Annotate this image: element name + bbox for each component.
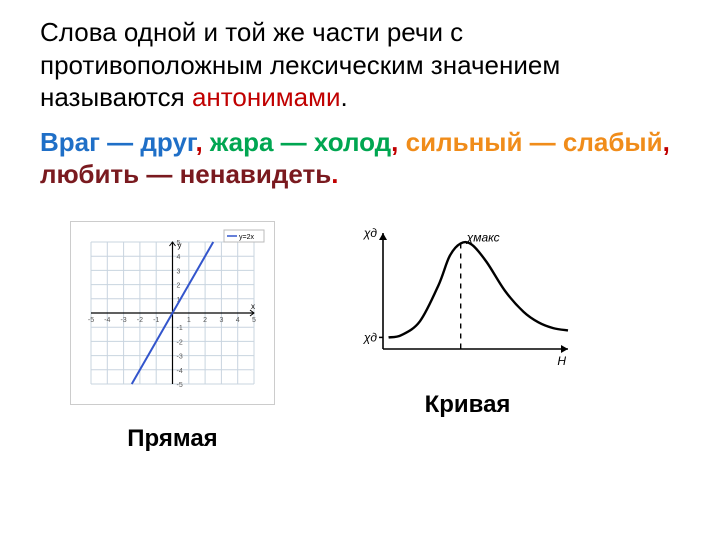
example-pair: жара — холод	[210, 127, 391, 157]
definition-term: антонимами	[192, 82, 341, 112]
chart-line-svg: -5-4-3-2-112345-5-4-3-2-112345xyy=2x	[75, 226, 270, 400]
svg-text:-2: -2	[137, 317, 143, 324]
example-pair: сильный — слабый	[406, 127, 663, 157]
svg-text:-4: -4	[104, 317, 110, 324]
charts-row: -5-4-3-2-112345-5-4-3-2-112345xyy=2x Пря…	[40, 221, 680, 453]
svg-text:y=2x: y=2x	[239, 234, 254, 241]
svg-text:χд: χд	[363, 330, 378, 344]
svg-text:-2: -2	[177, 339, 183, 346]
svg-text:-3: -3	[120, 317, 126, 324]
svg-text:-4: -4	[177, 367, 183, 374]
chart-curve-caption: Кривая	[425, 391, 511, 419]
svg-text:4: 4	[177, 254, 181, 261]
svg-text:1: 1	[187, 317, 191, 324]
chart-curve-block: χд χд χмакс H Кривая	[355, 221, 580, 453]
svg-text:y: y	[178, 241, 182, 250]
example-pair: Враг — друг	[40, 127, 195, 157]
svg-text:-5: -5	[177, 382, 183, 389]
svg-text:2: 2	[203, 317, 207, 324]
chart-curve-svg: χд χд χмакс H	[355, 221, 580, 371]
chart-line-caption: Прямая	[127, 425, 217, 453]
svg-text:-5: -5	[88, 317, 94, 324]
svg-text:χмакс: χмакс	[466, 230, 500, 244]
chart-line-block: -5-4-3-2-112345-5-4-3-2-112345xyy=2x Пря…	[70, 221, 275, 453]
svg-text:3: 3	[219, 317, 223, 324]
definition-text: Слова одной и той же части речи с против…	[40, 16, 680, 114]
example-sep: ,	[195, 127, 209, 157]
svg-text:4: 4	[236, 317, 240, 324]
svg-text:x: x	[251, 302, 255, 311]
svg-text:3: 3	[177, 268, 181, 275]
svg-text:-3: -3	[177, 353, 183, 360]
chart-curve-frame: χд χд χмакс H	[355, 221, 580, 371]
svg-text:-1: -1	[177, 325, 183, 332]
definition-suffix: .	[340, 82, 347, 112]
svg-text:2: 2	[177, 282, 181, 289]
example-sep: ,	[391, 127, 405, 157]
chart-line-frame: -5-4-3-2-112345-5-4-3-2-112345xyy=2x	[70, 221, 275, 405]
examples-line: Враг — друг, жара — холод, сильный — сла…	[40, 126, 680, 191]
example-pair: любить — ненавидеть	[40, 159, 331, 189]
svg-text:H: H	[557, 354, 566, 368]
svg-text:-1: -1	[153, 317, 159, 324]
example-sep: ,	[663, 127, 670, 157]
svg-text:χд: χд	[363, 226, 378, 240]
example-sep: .	[331, 159, 338, 189]
svg-text:5: 5	[252, 317, 256, 324]
